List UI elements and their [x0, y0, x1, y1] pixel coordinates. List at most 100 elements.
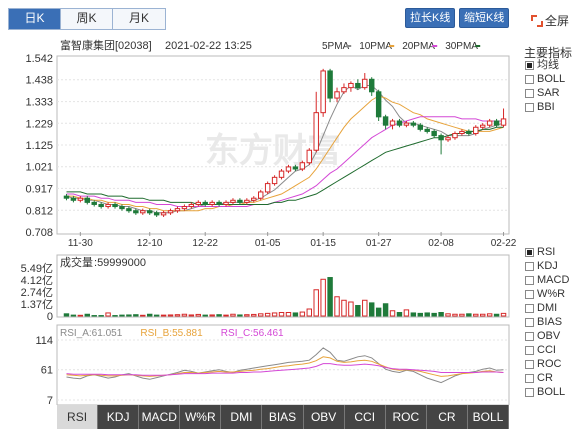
stock-title: 富智康集团[02038] [60, 38, 152, 52]
sub-indicator-cr[interactable]: CR [525, 371, 569, 385]
volume-tick-label: 0 [47, 311, 53, 323]
indicator-tabs: RSI KDJ MACD W%R DMI BIAS OBV CCI ROC CR… [57, 405, 510, 429]
checkbox-icon [525, 74, 534, 84]
tab-wr[interactable]: W%R [180, 405, 222, 429]
sub-indicator-roc[interactable]: ROC [525, 357, 569, 371]
candle-body [417, 124, 423, 130]
candle-body [500, 118, 507, 126]
sub-indicator-kdj[interactable]: KDJ [525, 259, 569, 273]
volume-bar [417, 312, 423, 317]
candle [500, 108, 507, 128]
candle-body [389, 120, 396, 126]
volume-bar [438, 312, 444, 317]
checkbox-icon [525, 275, 534, 285]
volume-tick-label: 2.74亿 [21, 286, 53, 299]
tab-dmi[interactable]: DMI [221, 405, 263, 429]
tab-obv[interactable]: OBV [304, 405, 345, 429]
sub-indicator-rsi[interactable]: RSI [525, 245, 569, 259]
sub-indicator-dmi[interactable]: DMI [525, 301, 569, 315]
checkbox-icon [525, 359, 534, 369]
tab-rsi[interactable]: RSI [57, 405, 99, 429]
main-indicator-sar[interactable]: SAR [525, 86, 565, 100]
candle-body [119, 206, 125, 210]
tab-daily-k[interactable]: 日K [9, 9, 61, 29]
volume-bar [424, 312, 430, 317]
ma-legend-label: 5PMA [322, 41, 350, 52]
volume-bar [348, 301, 354, 317]
fullscreen-button[interactable]: 全屏 [531, 12, 569, 29]
main-indicator-ma[interactable]: 均线 [525, 58, 565, 72]
volume-bar [209, 314, 215, 317]
rsi-tick-label: 114 [35, 335, 53, 347]
candle-body [264, 183, 271, 193]
shrink-kline-button[interactable]: 缩短K线 [459, 8, 510, 28]
candle [140, 208, 146, 215]
volume-bar [77, 314, 84, 317]
candles [63, 68, 507, 217]
main-indicator-bbi[interactable]: BBI [525, 100, 565, 114]
candle-body [285, 166, 292, 172]
volume-bar [306, 308, 312, 317]
tab-kdj[interactable]: KDJ [98, 405, 140, 429]
candle-body [209, 201, 215, 205]
candle [445, 135, 451, 142]
volume-bar [389, 310, 396, 317]
sub-indicator-wr[interactable]: W%R [525, 287, 569, 301]
volume-bar [264, 312, 271, 317]
candle [375, 89, 382, 122]
volume-bar [202, 314, 208, 317]
candle-body [181, 206, 188, 210]
candle [160, 210, 167, 217]
sub-indicator-boll[interactable]: BOLL [525, 385, 569, 399]
price-tick-label: 1.333 [25, 97, 53, 109]
sub-indicator-macd[interactable]: MACD [525, 273, 569, 287]
candle-body [70, 197, 77, 201]
candle [77, 196, 84, 203]
rsi-tick-label: 61 [41, 365, 53, 377]
candle [70, 196, 77, 203]
candle [417, 123, 423, 132]
candle-body [153, 212, 160, 216]
sub-indicator-list: RSI KDJ MACD W%R DMI BIAS OBV CCI ROC CR… [525, 245, 569, 399]
main-indicators-title: 主要指标 [524, 46, 573, 60]
tab-bias[interactable]: BIAS [262, 405, 304, 429]
rsi-line-c [66, 363, 504, 376]
candle [320, 68, 326, 117]
candle [348, 81, 354, 92]
candle [216, 200, 222, 207]
sub-indicator-obv[interactable]: OBV [525, 329, 569, 343]
price-axis: 1.542 1.438 1.333 1.229 1.125 1.021 0.917 0.812… [25, 53, 53, 239]
stock-chart[interactable]: 富智康集团[02038] 2021-02-22 13:25 5PMA 10PMA 2… [0, 0, 518, 405]
candle [181, 204, 188, 211]
main-indicator-boll[interactable]: BOLL [525, 72, 565, 86]
tab-cci[interactable]: CCI [345, 405, 386, 429]
candle-body [63, 195, 70, 199]
candle-body [382, 116, 389, 126]
tab-cr[interactable]: CR [427, 405, 468, 429]
price-tick-label: 1.021 [25, 162, 53, 174]
candle [285, 164, 292, 174]
candle [466, 129, 472, 136]
candle [251, 196, 257, 203]
candle-body [147, 210, 153, 214]
tab-monthly-k[interactable]: 月K [113, 9, 165, 29]
price-tick-label: 0.812 [25, 205, 53, 217]
chart-datetime: 2021-02-22 13:25 [165, 40, 252, 52]
candle [431, 129, 437, 138]
stretch-kline-button[interactable]: 拉长K线 [405, 8, 456, 28]
date-tick-label: 11-30 [68, 238, 93, 249]
candle-body [271, 176, 278, 185]
volume-bar [181, 313, 188, 317]
price-grid [57, 79, 509, 211]
candle-body [188, 203, 195, 208]
tab-roc[interactable]: ROC [386, 405, 427, 429]
checkbox-icon [525, 261, 534, 271]
volume-bar [473, 313, 479, 317]
tab-macd[interactable]: MACD [139, 405, 181, 429]
sub-indicator-bias[interactable]: BIAS [525, 315, 569, 329]
price-tick-label: 0.708 [25, 227, 53, 239]
sub-indicator-cci[interactable]: CCI [525, 343, 569, 357]
checkbox-icon [525, 331, 534, 341]
tab-boll[interactable]: BOLL [468, 405, 510, 429]
tab-weekly-k[interactable]: 周K [61, 9, 113, 29]
